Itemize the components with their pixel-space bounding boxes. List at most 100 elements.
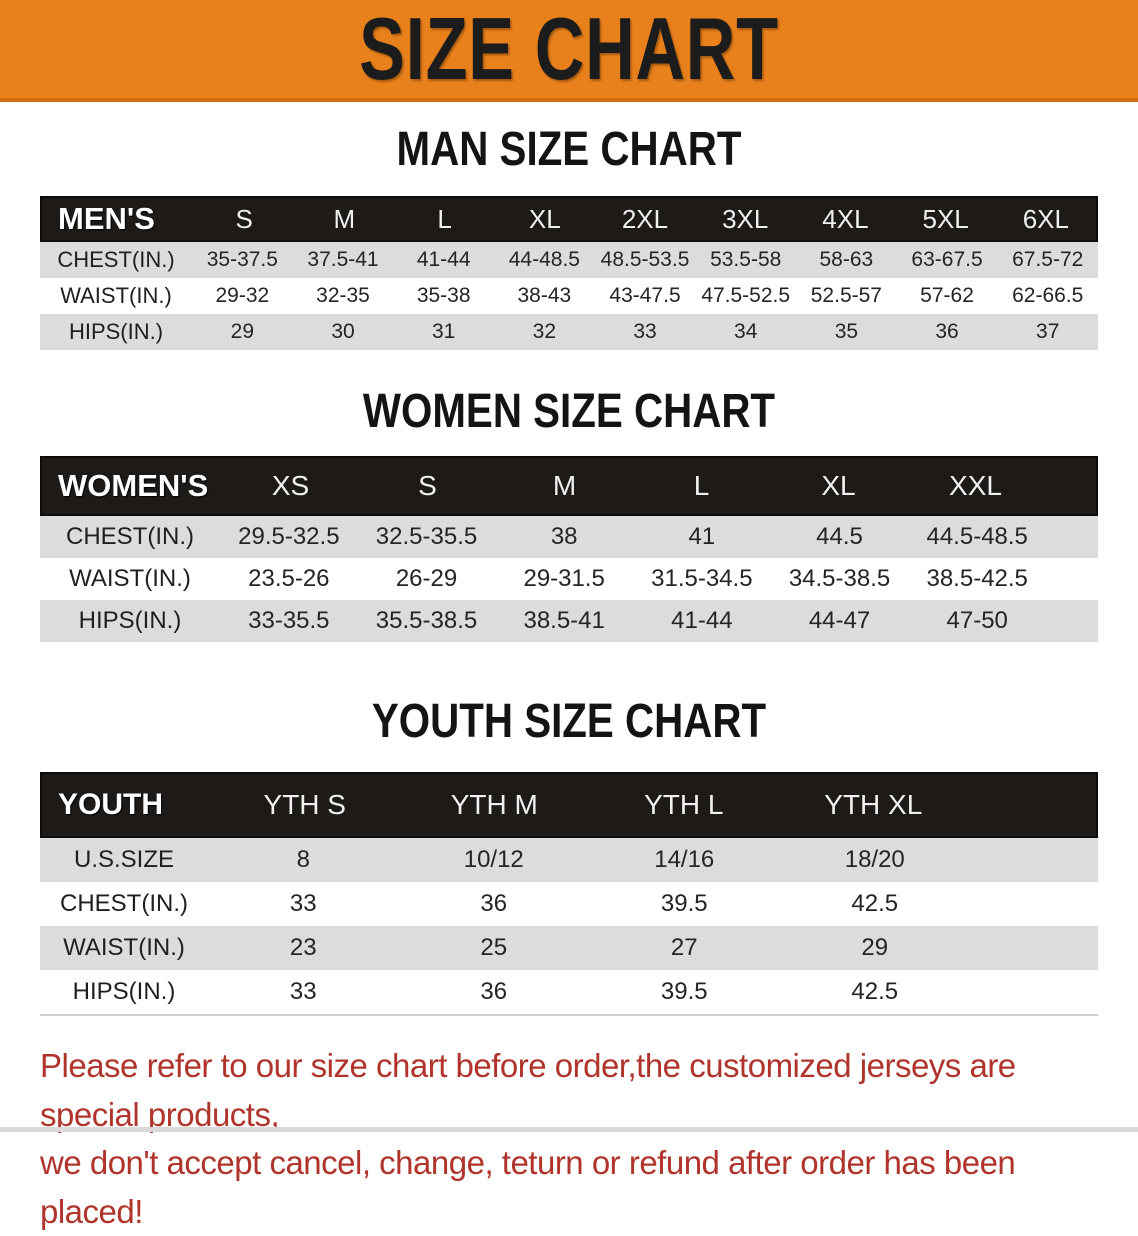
size-cell: 35-37.5 (206, 248, 278, 271)
women-size-column-header: M (552, 470, 577, 501)
size-cell: 63-67.5 (911, 248, 983, 271)
size-cell: 44-48.5 (508, 248, 580, 271)
youth-hips-row: HIPS(IN.) 33 36 39.5 42.5 (40, 970, 1098, 1014)
women-table-header-row: WOMEN'S XS S M L XL XXL (40, 456, 1098, 516)
youth-ussize-row: U.S.SIZE 8 10/12 14/16 18/20 (40, 838, 1098, 882)
banner-title: SIZE CHART (359, 0, 779, 98)
size-cell: 31 (432, 320, 456, 343)
size-cell: 25 (480, 934, 508, 961)
size-cell: 35 (834, 320, 859, 343)
women-waist-row: WAIST(IN.) 23.5-26 26-29 29-31.5 31.5-34.5 3… (40, 558, 1098, 600)
youth-section-heading: YOUTH SIZE CHART (371, 695, 767, 748)
size-cell: 35-38 (416, 284, 471, 307)
size-cell: 34.5-38.5 (788, 565, 891, 592)
men-hips-row: HIPS(IN.) 29 30 31 32 33 34 35 36 37 (40, 314, 1098, 350)
row-label: HIPS(IN.) (68, 319, 164, 344)
size-cell: 29 (861, 934, 889, 961)
size-cell: 33 (289, 978, 317, 1005)
size-cell: 14/16 (654, 846, 715, 873)
row-label: WAIST(IN.) (60, 283, 172, 308)
youth-size-column-header: YTH S (263, 789, 346, 820)
size-cell: 42.5 (851, 890, 899, 917)
size-cell: 29-31.5 (523, 565, 605, 592)
size-cell: 29.5-32.5 (238, 523, 340, 550)
women-hips-row: HIPS(IN.) 33-35.5 35.5-38.5 38.5-41 41-44 44… (40, 600, 1098, 642)
youth-size-table: YOUTH YTH S YTH M YTH L YTH XL U.S.SIZE 8 10… (40, 772, 1098, 1016)
women-size-column-header: S (418, 470, 437, 501)
disclaimer-line-1: Please refer to our size chart before or… (40, 1047, 1016, 1133)
size-cell: 23.5-26 (248, 565, 330, 592)
size-cell: 27 (670, 934, 698, 961)
bottom-edge-strip (0, 1127, 1138, 1132)
youth-waist-row: WAIST(IN.) 23 25 27 29 (40, 926, 1098, 970)
size-cell: 32-35 (316, 284, 370, 307)
men-size-column-header: 3XL (722, 203, 769, 234)
size-cell: 36 (480, 890, 508, 917)
size-cell: 43-47.5 (609, 284, 681, 307)
women-size-column-header: XXL (949, 470, 1002, 501)
size-cell: 36 (935, 320, 959, 343)
size-cell: 31.5-34.5 (651, 565, 753, 592)
row-label: WAIST(IN.) (63, 934, 185, 961)
size-cell: 53.5-58 (710, 248, 782, 271)
size-cell: 42.5 (851, 978, 899, 1005)
men-size-column-header: L (437, 203, 452, 234)
row-label: HIPS(IN.) (72, 978, 176, 1005)
men-size-column-header: XL (528, 203, 561, 234)
women-table-corner-label: WOMEN'S (58, 468, 209, 503)
row-label: WAIST(IN.) (69, 565, 191, 592)
size-cell: 37 (1036, 320, 1060, 343)
size-cell: 41 (688, 523, 716, 550)
size-cell: 29 (230, 320, 255, 343)
size-cell: 32 (532, 320, 557, 343)
size-cell: 30 (331, 320, 355, 343)
size-chart-banner: SIZE CHART (0, 0, 1138, 102)
size-cell: 41-44 (416, 248, 471, 271)
women-size-table: WOMEN'S XS S M L XL XXL CHEST(IN.) 29.5-32.5 3… (40, 456, 1098, 642)
size-cell: 44.5-48.5 (926, 523, 1028, 550)
size-cell: 44.5 (816, 523, 863, 550)
size-cell: 37.5-41 (307, 248, 379, 271)
women-section-heading: WOMEN SIZE CHART (362, 385, 776, 438)
size-cell: 33 (633, 320, 657, 343)
row-label: CHEST(IN.) (57, 247, 175, 272)
women-size-column-header: XS (271, 470, 310, 501)
row-label: U.S.SIZE (73, 846, 175, 873)
size-cell: 58-63 (819, 248, 874, 271)
disclaimer-line-2: we don't accept cancel, change, teturn o… (40, 1144, 1016, 1230)
size-cell: 8 (296, 846, 310, 873)
men-size-column-header: S (235, 203, 253, 234)
size-cell: 44-47 (808, 607, 871, 634)
size-cell: 39.5 (660, 890, 708, 917)
size-cell: 23 (289, 934, 317, 961)
youth-chest-row: CHEST(IN.) 33 36 39.5 42.5 (40, 882, 1098, 926)
disclaimer-text: Please refer to our size chart before or… (40, 1042, 1118, 1236)
size-cell: 67.5-72 (1012, 248, 1084, 271)
size-cell: 38 (550, 523, 578, 550)
size-cell: 47.5-52.5 (701, 284, 791, 307)
men-waist-row: WAIST(IN.) 29-32 32-35 35-38 38-43 43-47.5 47… (40, 278, 1098, 314)
size-cell: 18/20 (844, 846, 905, 873)
youth-size-column-header: YTH XL (824, 789, 923, 820)
size-cell: 36 (480, 978, 508, 1005)
men-chest-row: CHEST(IN.) 35-37.5 37.5-41 41-44 44-48.5 48.… (40, 242, 1098, 278)
men-size-column-header: M (333, 203, 356, 234)
size-cell: 39.5 (660, 978, 708, 1005)
size-cell: 26-29 (395, 565, 458, 592)
men-size-column-header: 4XL (822, 203, 869, 234)
size-cell: 34 (734, 320, 758, 343)
size-cell: 41-44 (671, 607, 733, 634)
size-cell: 57-62 (920, 284, 974, 307)
size-cell: 29-32 (215, 284, 270, 307)
size-cell: 33 (289, 890, 317, 917)
size-cell: 48.5-53.5 (600, 248, 690, 271)
size-cell: 47-50 (946, 607, 1008, 634)
youth-table-corner-label: YOUTH (58, 788, 163, 821)
men-size-column-header: 6XL (1022, 203, 1069, 234)
youth-size-column-header: YTH L (644, 789, 724, 820)
size-cell: 10/12 (463, 846, 524, 873)
men-table-corner-label: MEN'S (58, 201, 155, 236)
size-cell: 33-35.5 (248, 607, 330, 634)
size-cell: 52.5-57 (810, 284, 882, 307)
men-size-table: MEN'S S M L XL 2XL 3XL 4XL 5XL 6XL CHEST(IN.) 35… (40, 196, 1098, 350)
